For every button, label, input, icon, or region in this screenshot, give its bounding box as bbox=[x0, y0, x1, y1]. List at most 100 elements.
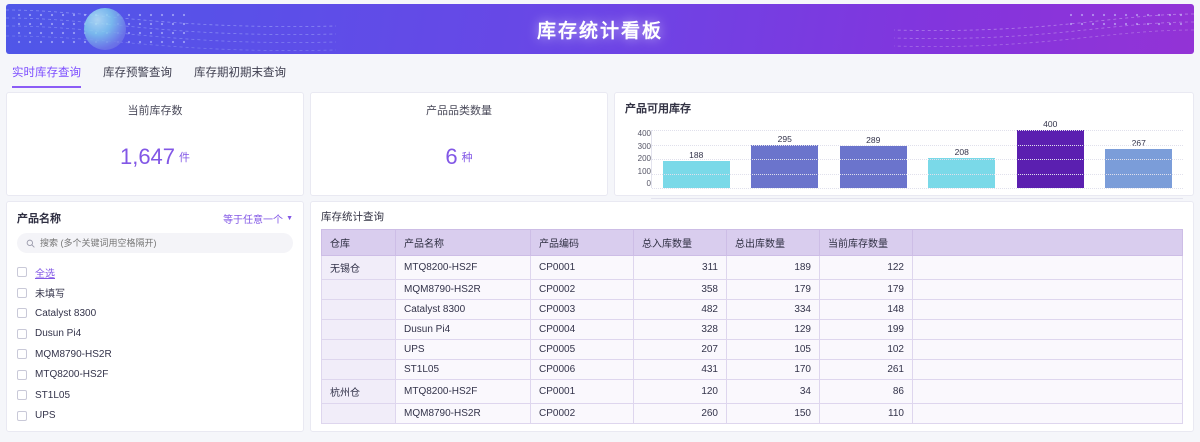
header-decoration-left bbox=[6, 8, 336, 51]
checkbox[interactable] bbox=[17, 390, 27, 401]
table-row[interactable]: 无锡仓 MTQ8200-HS2F CP0001 311 189 122 bbox=[321, 255, 1183, 280]
cell-current-stock: 261 bbox=[819, 359, 913, 380]
cell-total-out: 170 bbox=[726, 359, 820, 380]
chart-bar-slot[interactable]: 267 bbox=[1095, 130, 1184, 188]
filter-header: 产品名称 等于任意一个 ▼ bbox=[17, 210, 293, 226]
filter-option-label: 未填写 bbox=[35, 289, 65, 301]
checkbox[interactable] bbox=[17, 369, 27, 380]
table-row[interactable]: Catalyst 8300 CP0003 482 334 148 bbox=[321, 299, 1183, 320]
cell-total-in: 358 bbox=[633, 279, 727, 300]
checkbox[interactable] bbox=[17, 410, 27, 421]
cell-empty bbox=[912, 279, 1183, 300]
kpi-card-category-count: 产品品类数量 6 种 bbox=[310, 92, 608, 196]
chart-y-tick: 200 bbox=[637, 154, 651, 163]
chart-plot-area: 400 300 200 100 0 188 295 289 208 400 267 bbox=[625, 118, 1183, 196]
cell-product-code: CP0002 bbox=[530, 279, 634, 300]
filter-option[interactable]: 未填写 bbox=[17, 283, 293, 304]
filter-option[interactable]: UPS bbox=[17, 406, 293, 427]
stock-statistics-table-card: 库存统计查询 仓库 产品名称 产品编码 总入库数量 总出库数量 当前库存数量 无锡仓 MTQ… bbox=[310, 201, 1194, 432]
filter-option[interactable]: ST1L05 bbox=[17, 385, 293, 406]
cell-product-name: MTQ8200-HS2F bbox=[395, 379, 531, 404]
cell-total-out: 179 bbox=[726, 279, 820, 300]
cell-empty bbox=[912, 379, 1183, 404]
table-row[interactable]: MQM8790-HS2R CP0002 358 179 179 bbox=[321, 279, 1183, 300]
kpi-value: 1,647 bbox=[119, 143, 176, 169]
filter-operator-dropdown[interactable]: 等于任意一个 ▼ bbox=[223, 211, 293, 226]
cell-total-in: 328 bbox=[633, 319, 727, 340]
table-column-header[interactable]: 当前库存数量 bbox=[819, 229, 913, 256]
filter-option[interactable]: MQM8790-HS2R bbox=[17, 344, 293, 365]
cell-warehouse bbox=[321, 403, 396, 424]
table-row[interactable]: 杭州仓 MTQ8200-HS2F CP0001 120 34 86 bbox=[321, 379, 1183, 404]
cell-product-code: CP0003 bbox=[530, 299, 634, 320]
table-row[interactable]: UPS CP0005 207 105 102 bbox=[321, 339, 1183, 360]
table-column-header[interactable]: 仓库 bbox=[321, 229, 396, 256]
table-row[interactable]: ST1L05 CP0006 431 170 261 bbox=[321, 359, 1183, 380]
chart-bar[interactable]: 289 bbox=[839, 135, 907, 188]
filter-option[interactable]: 全选 bbox=[17, 262, 293, 283]
filter-search-box[interactable] bbox=[17, 233, 293, 253]
chart-bar-slot[interactable]: 289 bbox=[829, 130, 918, 188]
chart-grid-line bbox=[652, 159, 1183, 160]
cell-empty bbox=[912, 255, 1183, 280]
chart-grid-line bbox=[652, 188, 1183, 189]
cell-product-code: CP0001 bbox=[530, 379, 634, 404]
cell-warehouse bbox=[321, 359, 396, 380]
cell-empty bbox=[912, 339, 1183, 360]
cell-current-stock: 110 bbox=[819, 403, 913, 424]
chart-bar[interactable]: 295 bbox=[751, 134, 819, 188]
cell-product-name: MQM8790-HS2R bbox=[395, 279, 531, 300]
filter-option[interactable]: MTQ8200-HS2F bbox=[17, 365, 293, 386]
table-column-header[interactable]: 总出库数量 bbox=[726, 229, 820, 256]
table-header-row: 仓库 产品名称 产品编码 总入库数量 总出库数量 当前库存数量 bbox=[321, 229, 1183, 256]
table-column-header[interactable]: 产品编码 bbox=[530, 229, 634, 256]
chart-y-tick: 100 bbox=[637, 166, 651, 176]
checkbox[interactable] bbox=[17, 267, 27, 278]
chart-bar[interactable]: 208 bbox=[928, 147, 996, 188]
cell-empty bbox=[912, 319, 1183, 340]
stock-statistics-table: 仓库 产品名称 产品编码 总入库数量 总出库数量 当前库存数量 无锡仓 MTQ8200-HS… bbox=[321, 229, 1183, 424]
filter-option[interactable]: Dusun Pi4 bbox=[17, 324, 293, 345]
cell-total-out: 105 bbox=[726, 339, 820, 360]
cell-product-code: CP0006 bbox=[530, 359, 634, 380]
cell-empty bbox=[912, 299, 1183, 320]
cell-product-code: CP0001 bbox=[530, 255, 634, 280]
chart-bar[interactable]: 267 bbox=[1105, 138, 1173, 188]
cell-empty bbox=[912, 403, 1183, 424]
cell-product-code: CP0004 bbox=[530, 319, 634, 340]
tab-realtime-stock[interactable]: 实时库存查询 bbox=[12, 64, 81, 88]
filter-option-label: MTQ8200-HS2F bbox=[35, 369, 109, 381]
table-column-header[interactable]: 产品名称 bbox=[395, 229, 531, 256]
available-stock-chart-card: 产品可用库存 400 300 200 100 0 188 295 289 208 400 267 … bbox=[614, 92, 1194, 212]
checkbox[interactable] bbox=[17, 328, 27, 339]
checkbox[interactable] bbox=[17, 349, 27, 360]
tab-period-stock[interactable]: 库存期初期末查询 bbox=[194, 67, 286, 79]
search-input[interactable] bbox=[40, 238, 284, 248]
cell-product-code: CP0002 bbox=[530, 403, 634, 424]
cell-warehouse bbox=[321, 319, 396, 340]
app-header-banner: 库存统计看板 bbox=[6, 4, 1194, 54]
checkbox[interactable] bbox=[17, 287, 27, 298]
header-decoration-right bbox=[894, 9, 1194, 47]
chart-bars: 188 295 289 208 400 267 bbox=[652, 119, 1184, 188]
chart-bar-slot[interactable]: 295 bbox=[741, 130, 830, 188]
checkbox[interactable] bbox=[17, 308, 27, 319]
table-column-header[interactable]: 总入库数量 bbox=[633, 229, 727, 256]
tab-stock-alert[interactable]: 库存预警查询 bbox=[103, 67, 172, 79]
kpi-value-wrap: 1,647 件 bbox=[120, 118, 190, 195]
filter-option[interactable]: Catalyst 8300 bbox=[17, 303, 293, 324]
chart-grid-line bbox=[652, 144, 1183, 146]
cell-warehouse: 杭州仓 bbox=[321, 379, 396, 404]
table-row[interactable]: Dusun Pi4 CP0004 328 129 199 bbox=[321, 319, 1183, 340]
filter-operator-label: 等于任意一个 bbox=[223, 214, 284, 226]
chart-bar-value-label: 267 bbox=[1131, 138, 1146, 149]
filter-option-label: UPS bbox=[35, 410, 56, 422]
cell-product-name: Catalyst 8300 bbox=[395, 299, 531, 320]
cell-total-in: 482 bbox=[633, 299, 727, 320]
filter-option-list: 全选未填写 Catalyst 8300 Dusun Pi4 MQM8790-HS2R M… bbox=[17, 262, 293, 426]
table-row[interactable]: MQM8790-HS2R CP0002 260 150 110 bbox=[321, 403, 1183, 424]
cell-product-name: UPS bbox=[395, 339, 531, 360]
table-column-header[interactable] bbox=[912, 229, 1183, 256]
chart-bar-slot[interactable]: 208 bbox=[918, 130, 1007, 188]
